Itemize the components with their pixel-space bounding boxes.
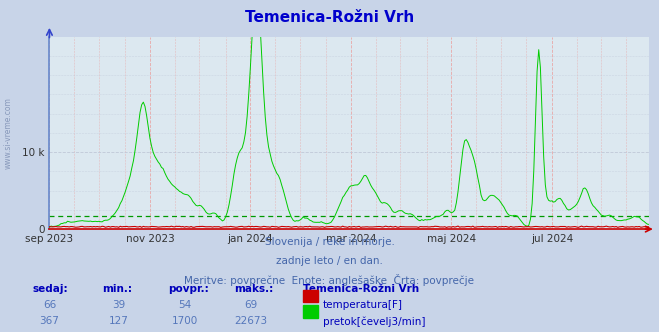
Text: zadnje leto / en dan.: zadnje leto / en dan. bbox=[276, 256, 383, 266]
Text: 39: 39 bbox=[112, 300, 125, 310]
Text: Temenica-Rožni Vrh: Temenica-Rožni Vrh bbox=[303, 284, 419, 294]
Text: Temenica-Rožni Vrh: Temenica-Rožni Vrh bbox=[245, 10, 414, 25]
Text: povpr.:: povpr.: bbox=[168, 284, 209, 294]
Text: 22673: 22673 bbox=[234, 316, 267, 326]
Text: pretok[čevelj3/min]: pretok[čevelj3/min] bbox=[323, 316, 426, 327]
Text: min.:: min.: bbox=[102, 284, 132, 294]
Text: 127: 127 bbox=[109, 316, 129, 326]
Text: 367: 367 bbox=[40, 316, 59, 326]
Text: Slovenija / reke in morje.: Slovenija / reke in morje. bbox=[264, 237, 395, 247]
Text: sedaj:: sedaj: bbox=[33, 284, 69, 294]
Text: Meritve: povprečne  Enote: anglešaške  Črta: povprečje: Meritve: povprečne Enote: anglešaške Črt… bbox=[185, 274, 474, 286]
Text: maks.:: maks.: bbox=[234, 284, 273, 294]
Text: 54: 54 bbox=[178, 300, 191, 310]
Text: 66: 66 bbox=[43, 300, 56, 310]
Text: temperatura[F]: temperatura[F] bbox=[323, 300, 403, 310]
Text: 1700: 1700 bbox=[171, 316, 198, 326]
Text: www.si-vreme.com: www.si-vreme.com bbox=[3, 97, 13, 169]
Text: 69: 69 bbox=[244, 300, 257, 310]
